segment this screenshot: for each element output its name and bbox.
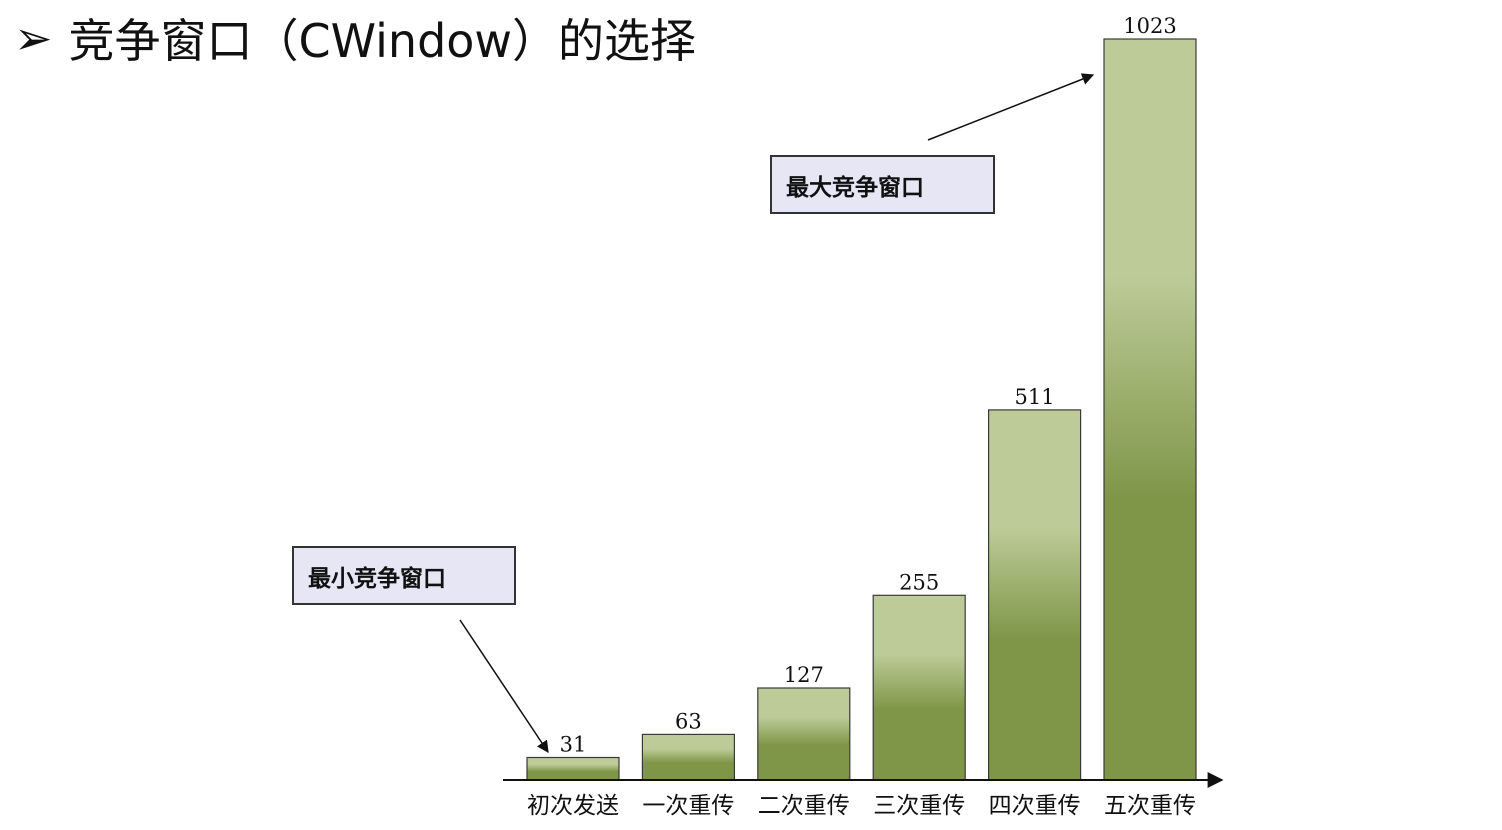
- category-label-3: 三次重传: [873, 793, 965, 819]
- bar-2: [757, 687, 851, 781]
- bar-value-label-0: 31: [560, 733, 587, 757]
- bar-1: [641, 733, 736, 781]
- bar-4: [987, 409, 1082, 781]
- labels-group: 31 初次发送 63 一次重传 127 二次重传 255 三次重传 511 四次重传 1023 五次重…: [527, 14, 1196, 819]
- bar-3: [872, 594, 966, 781]
- min-annotation-arrow: [459, 619, 549, 753]
- max-annotation-arrow: [927, 73, 1095, 141]
- category-label-4: 四次重传: [989, 793, 1081, 819]
- min-window-label: 最小竞争窗口: [308, 565, 446, 592]
- slide-title: ➢ 竞争窗口（CWindow）的选择: [14, 6, 696, 70]
- category-label-0: 初次发送: [527, 793, 619, 819]
- bars-group: [526, 38, 1197, 781]
- arrow-bullet-icon: ➢: [14, 11, 53, 65]
- slide-title-text: 竞争窗口（CWindow）的选择: [68, 14, 697, 68]
- bar-value-label-5: 1023: [1123, 14, 1176, 38]
- bar-value-label-2: 127: [784, 663, 824, 687]
- max-window-annotation: 最大竞争窗口: [770, 155, 995, 214]
- category-label-1: 一次重传: [642, 793, 734, 819]
- bar-value-label-4: 511: [1015, 385, 1055, 409]
- bar-value-label-3: 255: [899, 570, 939, 594]
- min-window-annotation: 最小竞争窗口: [292, 546, 516, 605]
- bar-value-label-1: 63: [675, 709, 702, 733]
- max-window-label: 最大竞争窗口: [786, 174, 924, 201]
- category-label-5: 五次重传: [1104, 793, 1196, 819]
- bar-5: [1103, 38, 1197, 781]
- category-label-2: 二次重传: [758, 793, 850, 819]
- bar-0: [526, 756, 620, 781]
